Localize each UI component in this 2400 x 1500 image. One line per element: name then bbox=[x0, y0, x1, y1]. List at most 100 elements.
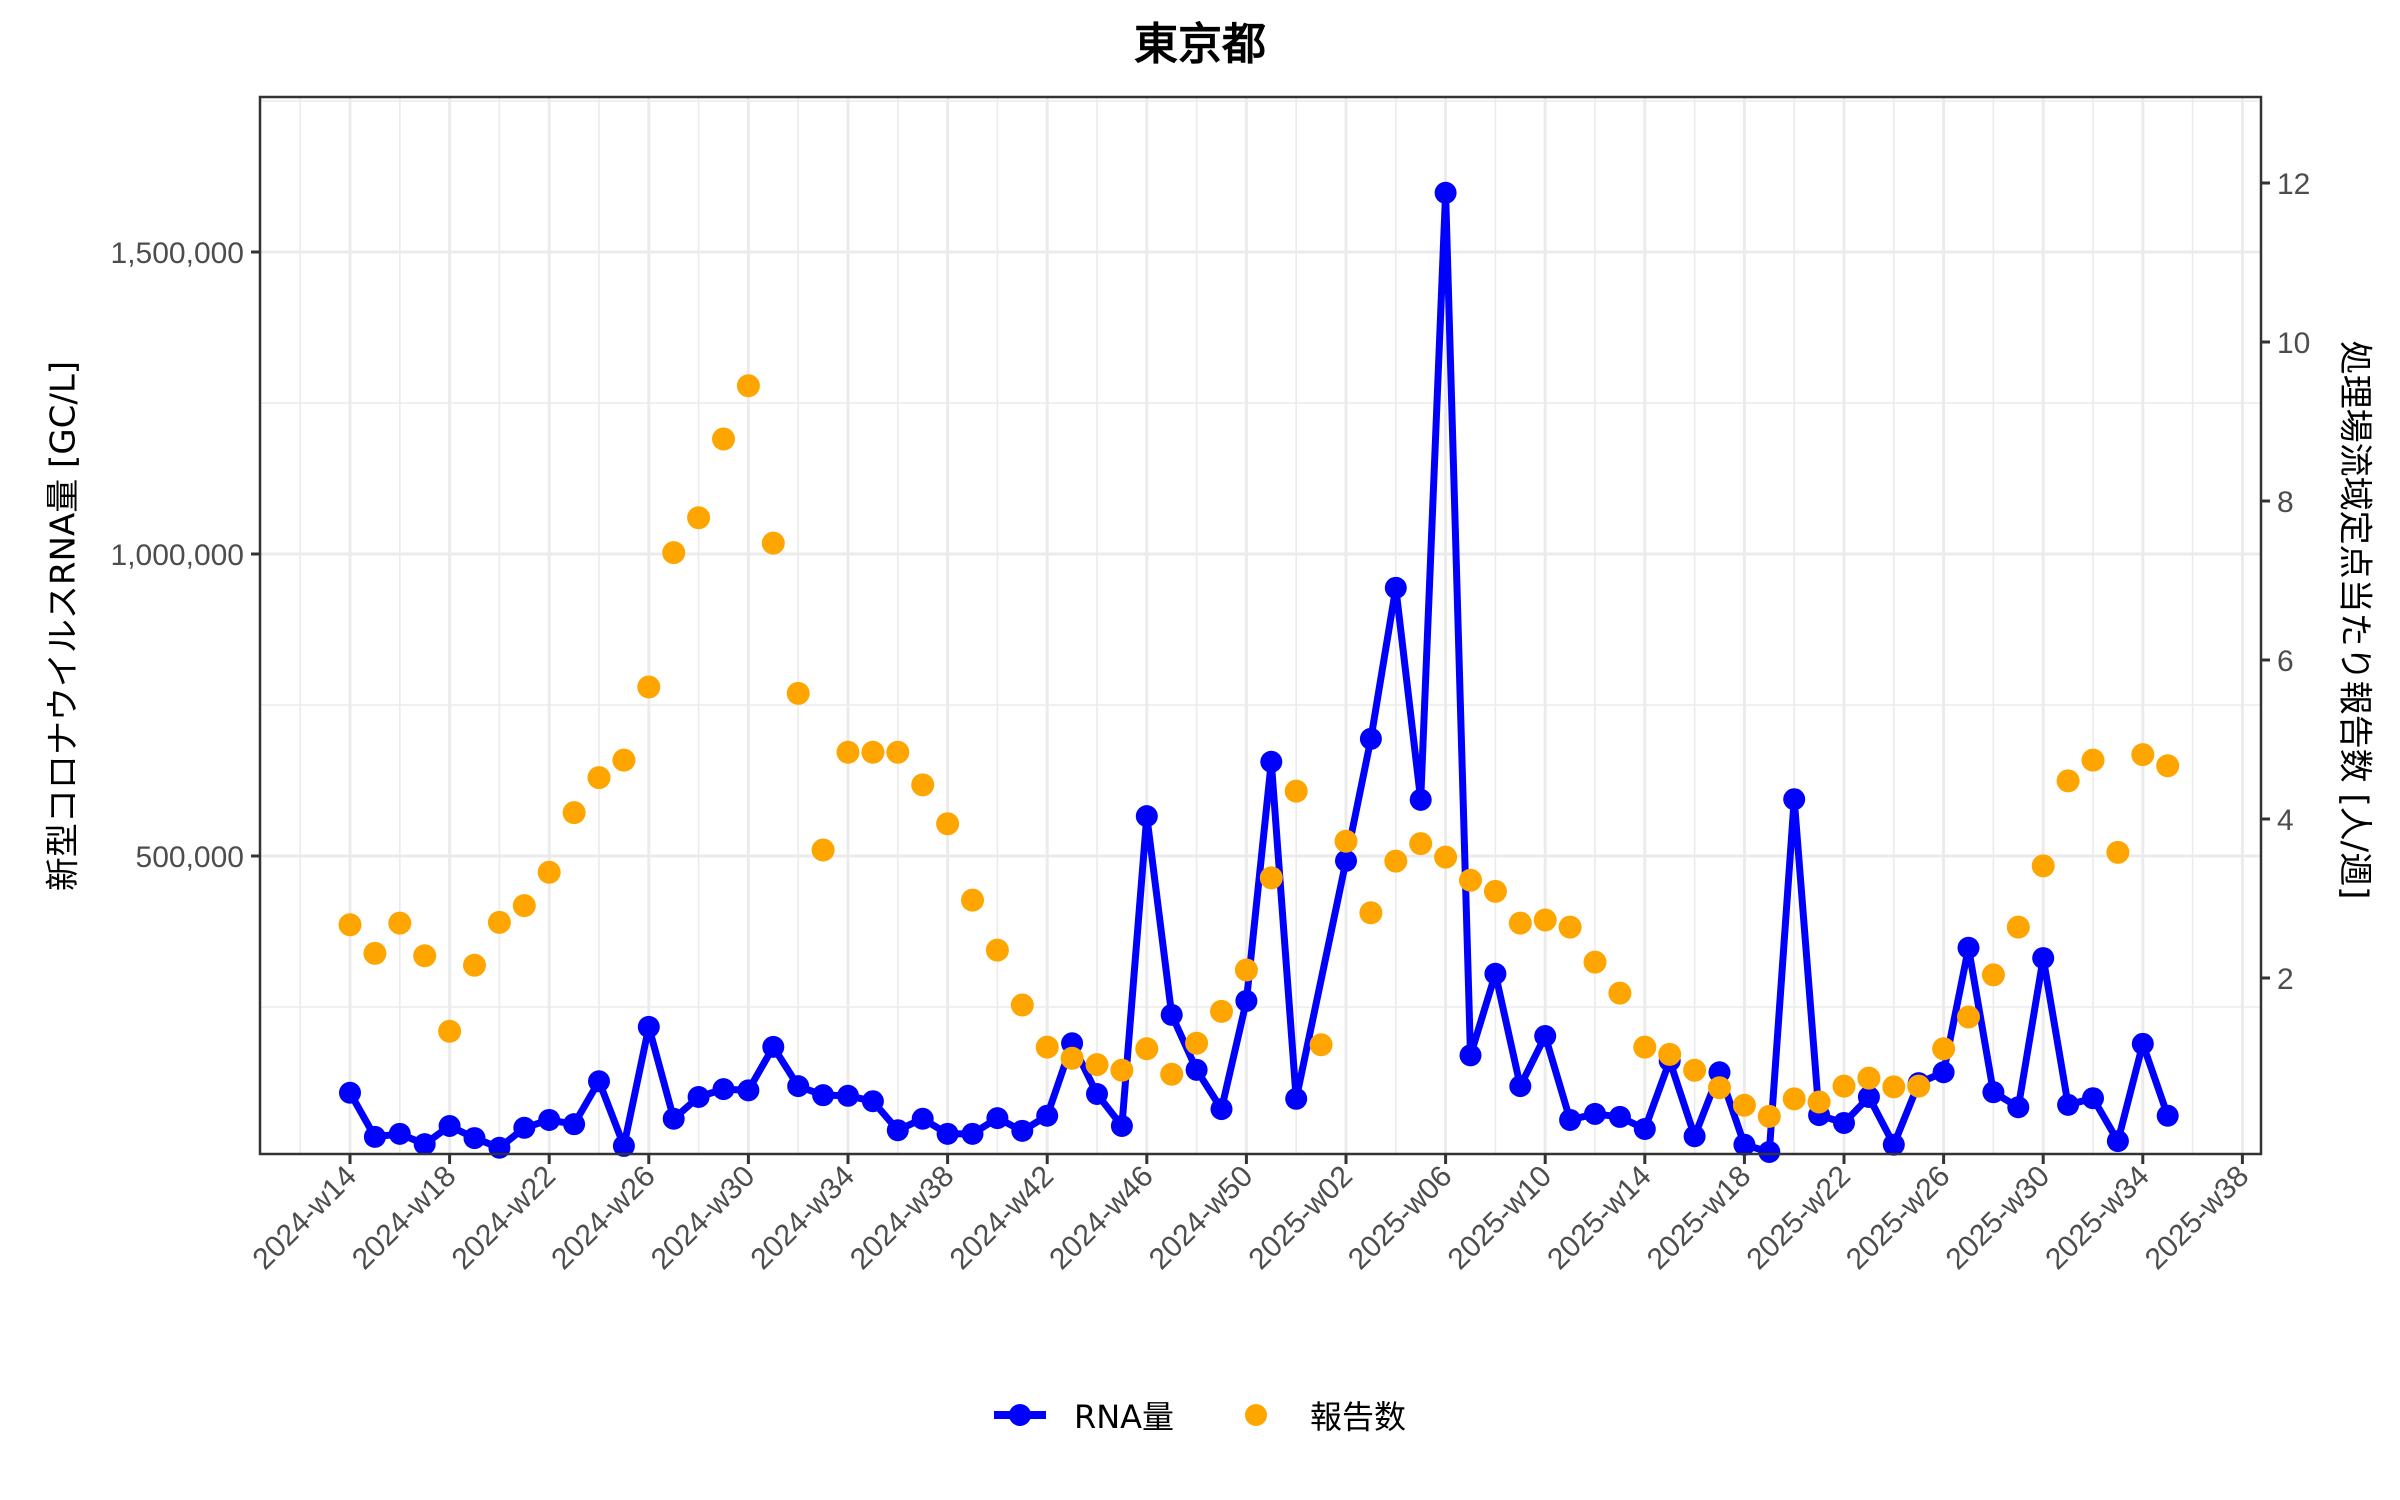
rna-point bbox=[2057, 1093, 2080, 1116]
rna-point bbox=[1758, 1140, 1781, 1163]
rna-point bbox=[1185, 1058, 1208, 1081]
report-point bbox=[388, 911, 412, 935]
report-point bbox=[338, 913, 362, 937]
reports-series bbox=[338, 374, 2180, 1128]
rna-point bbox=[936, 1122, 959, 1145]
report-point bbox=[1185, 1031, 1209, 1055]
rna-point bbox=[1335, 849, 1357, 872]
x-tick-label: 2025-w26 bbox=[1840, 1160, 1957, 1277]
report-point bbox=[438, 1019, 462, 1043]
report-point bbox=[1434, 845, 1458, 869]
rna-point bbox=[911, 1107, 934, 1130]
rna-point bbox=[1160, 1003, 1183, 1026]
report-point bbox=[2106, 840, 2130, 864]
report-point bbox=[1957, 1005, 1980, 1029]
rna-point bbox=[886, 1119, 909, 1142]
report-point bbox=[537, 860, 561, 884]
right-y-axis: 2 4 6 8 10 12 bbox=[2261, 168, 2310, 996]
right-tick-label: 10 bbox=[2277, 327, 2310, 360]
left-tick-label: 500,000 bbox=[136, 841, 244, 874]
x-tick-label: 2025-w30 bbox=[1940, 1160, 2057, 1277]
report-point bbox=[1259, 866, 1283, 890]
report-point bbox=[1284, 779, 1308, 803]
report-point bbox=[1932, 1037, 1956, 1061]
rna-point bbox=[812, 1084, 835, 1107]
x-tick-label: 2024-w14 bbox=[246, 1160, 363, 1277]
report-point bbox=[1907, 1074, 1931, 1098]
rna-point bbox=[463, 1127, 486, 1150]
right-tick-label: 2 bbox=[2277, 963, 2294, 996]
rna-point bbox=[861, 1090, 884, 1113]
rna-point bbox=[339, 1081, 361, 1104]
report-point bbox=[1857, 1066, 1881, 1090]
report-point bbox=[1483, 879, 1507, 903]
report-point bbox=[1359, 901, 1383, 925]
report-point bbox=[1708, 1076, 1731, 1100]
report-point bbox=[2031, 854, 2055, 878]
rna-point bbox=[737, 1079, 760, 1102]
report-point bbox=[1533, 908, 1557, 932]
left-axis-title: 新型コロナウイルスRNA量 [GC/L] bbox=[43, 360, 84, 892]
report-point bbox=[1558, 915, 1582, 939]
rna-series bbox=[339, 181, 2179, 1163]
rna-point bbox=[712, 1078, 735, 1101]
report-point bbox=[662, 541, 686, 565]
rna-point bbox=[2082, 1087, 2104, 1110]
report-point bbox=[1658, 1042, 1682, 1066]
rna-point bbox=[388, 1122, 411, 1145]
rna-point bbox=[1086, 1082, 1108, 1105]
x-tick-label: 2024-w38 bbox=[844, 1160, 961, 1277]
legend-item-reports: 報告数 bbox=[1230, 1392, 1406, 1438]
rna-point bbox=[2106, 1130, 2129, 1153]
line-point-key-icon bbox=[993, 1395, 1046, 1435]
rna-point bbox=[1833, 1111, 1855, 1134]
report-point bbox=[562, 801, 586, 825]
point-key-icon bbox=[1230, 1395, 1282, 1435]
x-tick-label: 2024-w50 bbox=[1143, 1160, 1260, 1277]
report-point bbox=[1807, 1090, 1831, 1114]
x-tick-label: 2024-w42 bbox=[944, 1160, 1061, 1277]
x-tick-label: 2025-w02 bbox=[1242, 1160, 1359, 1277]
report-point bbox=[1633, 1035, 1657, 1059]
report-point bbox=[413, 944, 437, 968]
left-tick-label: 1,500,000 bbox=[111, 237, 244, 270]
report-point bbox=[1732, 1093, 1756, 1117]
report-point bbox=[736, 374, 760, 398]
rna-point bbox=[2007, 1096, 2030, 1119]
report-point bbox=[861, 740, 885, 764]
report-point bbox=[911, 773, 935, 797]
legend: RNA量 報告数 bbox=[0, 1392, 2400, 1438]
report-point bbox=[761, 531, 785, 555]
report-point bbox=[512, 894, 536, 918]
report-point bbox=[687, 506, 711, 530]
report-point bbox=[2081, 748, 2105, 772]
x-tick-label: 2025-w38 bbox=[2139, 1160, 2256, 1277]
rna-point bbox=[1633, 1118, 1656, 1141]
report-point bbox=[1832, 1074, 1856, 1098]
rna-point bbox=[837, 1084, 859, 1107]
report-point bbox=[1384, 849, 1408, 873]
x-tick-label: 2025-w18 bbox=[1641, 1160, 1758, 1277]
rna-point bbox=[1110, 1114, 1133, 1137]
report-point bbox=[1409, 832, 1433, 856]
rna-point bbox=[488, 1136, 511, 1159]
x-tick-label: 2025-w14 bbox=[1541, 1160, 1658, 1277]
report-point bbox=[1683, 1058, 1707, 1082]
report-point bbox=[1085, 1053, 1109, 1077]
report-point bbox=[1782, 1087, 1806, 1111]
rna-point bbox=[1011, 1119, 1034, 1142]
report-point bbox=[1309, 1033, 1333, 1057]
x-tick-label: 2025-w10 bbox=[1442, 1160, 1559, 1277]
report-point bbox=[587, 766, 611, 790]
right-tick-label: 12 bbox=[2277, 168, 2310, 201]
rna-point bbox=[1409, 788, 1432, 811]
rna-point bbox=[1359, 727, 1382, 750]
right-tick-label: 8 bbox=[2277, 486, 2294, 519]
x-tick-label: 2025-w22 bbox=[1740, 1160, 1857, 1277]
rna-point bbox=[637, 1015, 660, 1038]
rna-point bbox=[1135, 805, 1158, 828]
x-tick-label: 2024-w22 bbox=[446, 1160, 563, 1277]
chart-title: 東京都 bbox=[1134, 19, 1266, 70]
rna-point bbox=[2131, 1032, 2154, 1055]
